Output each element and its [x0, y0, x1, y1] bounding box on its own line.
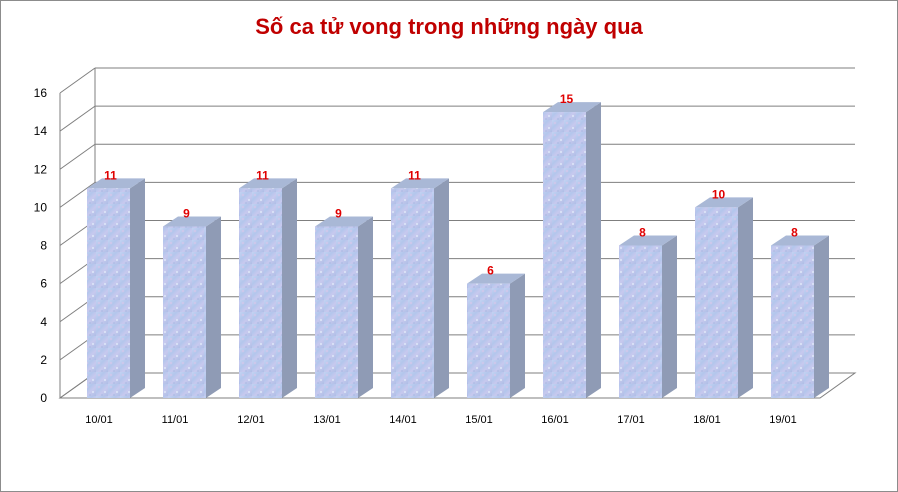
x-tick-label: 19/01	[769, 414, 797, 426]
bar-top	[163, 216, 221, 227]
bar-top	[695, 197, 753, 208]
bar-side	[510, 273, 525, 398]
data-label: 11	[256, 168, 269, 182]
y-tick-label: 6	[40, 277, 47, 291]
bar-top	[467, 273, 525, 284]
bar	[163, 216, 221, 398]
y-tick-label: 2	[40, 353, 47, 367]
bar-top	[315, 216, 373, 227]
bar-side	[434, 178, 449, 398]
bar-front	[695, 207, 738, 398]
x-tick-label: 17/01	[617, 414, 645, 426]
y-tick-label: 16	[34, 86, 48, 100]
y-tick-label: 14	[34, 124, 48, 138]
bar-side	[282, 178, 297, 398]
x-tick-label: 10/01	[85, 414, 113, 426]
bar	[315, 216, 373, 398]
x-tick-label: 15/01	[465, 414, 493, 426]
bar-side	[130, 178, 145, 398]
bar-front	[87, 188, 130, 398]
label-layer: 11 10/01 9 11/01 11 12/01 9 13/01 11 14/01 6 15/01 1…	[85, 92, 798, 426]
bar	[619, 235, 677, 398]
bar-top	[543, 102, 601, 113]
x-tick-label: 16/01	[541, 414, 569, 426]
data-label: 9	[183, 206, 190, 220]
bar-side	[738, 197, 753, 398]
y-tick-label: 12	[34, 162, 48, 176]
bar-front	[315, 226, 358, 398]
bar-top	[239, 178, 297, 189]
x-tick-label: 14/01	[389, 414, 417, 426]
bar-top	[771, 235, 829, 246]
data-label: 11	[104, 168, 117, 182]
bar-side	[206, 216, 221, 398]
bar-top	[619, 235, 677, 246]
bar-front	[771, 245, 814, 398]
bar	[543, 102, 601, 398]
gridline-side	[59, 105, 96, 132]
bar-top	[87, 178, 145, 189]
y-tick-label: 8	[40, 239, 47, 253]
bar-front	[543, 112, 586, 398]
bar	[239, 178, 297, 398]
y-tick-label: 10	[34, 200, 48, 214]
bar-front	[163, 226, 206, 398]
gridline-side	[59, 67, 96, 94]
bar-side	[586, 102, 601, 398]
data-label: 6	[487, 264, 494, 278]
bar	[771, 235, 829, 398]
data-label: 11	[408, 168, 421, 182]
bar-front	[619, 245, 662, 398]
bar-top	[391, 178, 449, 189]
bar-front	[391, 188, 434, 398]
data-label: 8	[791, 226, 798, 240]
data-label: 9	[335, 206, 342, 220]
x-tick-label: 18/01	[693, 414, 721, 426]
x-tick-label: 13/01	[313, 414, 341, 426]
bar	[87, 178, 145, 398]
y-tick-label: 0	[40, 391, 47, 405]
x-tick-label: 12/01	[237, 414, 265, 426]
chart-title: Số ca tử vong trong những ngày qua	[255, 14, 643, 39]
data-label: 10	[712, 187, 726, 201]
bar	[467, 273, 525, 398]
bar-side	[358, 216, 373, 398]
bar-side	[662, 235, 677, 398]
bar	[391, 178, 449, 398]
bar-front	[467, 283, 510, 398]
bar-front	[239, 188, 282, 398]
data-label: 15	[560, 92, 574, 106]
gridline-side	[59, 181, 96, 208]
data-label: 8	[639, 226, 646, 240]
bar-side	[814, 235, 829, 398]
bar-layer	[87, 102, 829, 398]
y-tick-label: 4	[40, 315, 47, 329]
x-tick-label: 11/01	[162, 414, 189, 426]
bar	[695, 197, 753, 398]
gridline-side	[59, 143, 96, 170]
